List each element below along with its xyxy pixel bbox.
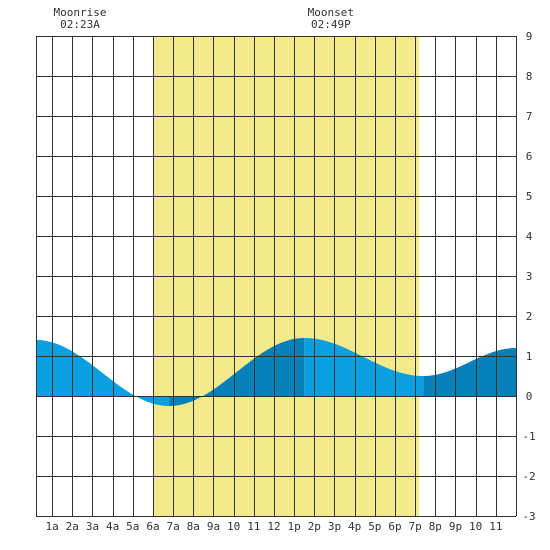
x-tick-label: 7a: [167, 520, 180, 533]
rising-tide-segment: [423, 348, 516, 396]
y-tick-label: 8: [526, 70, 533, 83]
moonrise-label: Moonrise: [53, 6, 106, 19]
x-tick-label: 8p: [429, 520, 442, 533]
y-tick-label: 5: [526, 190, 533, 203]
x-axis-ticks: 1a 2a 3a 4a 5a 6a 7a 8a 9a 10 11 12 1p 2p 3p 4p 5p 6p 7p 8p…: [46, 520, 503, 533]
y-tick-label: 1: [526, 350, 533, 363]
moonset-annotation: Moonset 02:49P: [308, 6, 354, 31]
y-axis-ticks: 9 8 7 6 5 4 3 2 1 0 -1 -2 -3: [522, 30, 535, 523]
grid: [36, 36, 517, 517]
y-tick-label: 3: [526, 270, 533, 283]
x-tick-label: 1p: [288, 520, 301, 533]
x-tick-label: 2p: [308, 520, 321, 533]
y-tick-label: 9: [526, 30, 533, 43]
x-tick-label: 3a: [86, 520, 99, 533]
x-tick-label: 6p: [388, 520, 401, 533]
y-tick-label: -1: [522, 430, 535, 443]
x-tick-label: 9a: [207, 520, 220, 533]
x-tick-label: 5p: [368, 520, 381, 533]
x-tick-label: 5a: [126, 520, 139, 533]
y-tick-label: 7: [526, 110, 533, 123]
x-tick-label: 4p: [348, 520, 361, 533]
y-tick-label: -3: [522, 510, 535, 523]
x-tick-label: 10: [227, 520, 240, 533]
x-tick-label: 3p: [328, 520, 341, 533]
falling-tide-segment: [304, 338, 424, 396]
y-tick-label: 4: [526, 230, 533, 243]
x-tick-label: 1a: [46, 520, 59, 533]
x-tick-label: 10: [469, 520, 482, 533]
x-tick-label: 8a: [187, 520, 200, 533]
x-tick-label: 12: [267, 520, 280, 533]
x-tick-label: 9p: [449, 520, 462, 533]
y-tick-label: 0: [526, 390, 533, 403]
moonrise-annotation: Moonrise 02:23A: [53, 6, 106, 31]
x-tick-label: 11: [247, 520, 260, 533]
moonset-label: Moonset: [308, 6, 354, 19]
moonset-time: 02:49P: [311, 18, 351, 31]
moonrise-time: 02:23A: [60, 18, 100, 31]
x-tick-label: 11: [489, 520, 502, 533]
y-tick-label: 2: [526, 310, 533, 323]
y-tick-label: 6: [526, 150, 533, 163]
x-tick-label: 4a: [106, 520, 119, 533]
rising-tide-segment: [169, 338, 305, 406]
x-tick-label: 7p: [409, 520, 422, 533]
x-tick-label: 2a: [66, 520, 79, 533]
x-tick-label: 6a: [146, 520, 159, 533]
y-tick-label: -2: [522, 470, 535, 483]
